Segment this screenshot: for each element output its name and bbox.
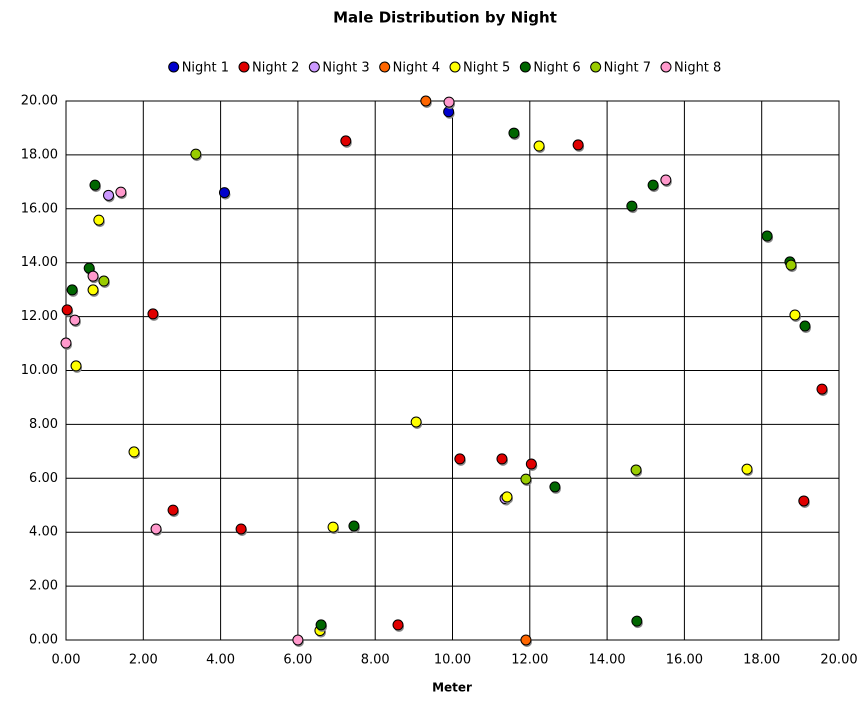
y-tick-label: 0.00 [29,633,58,648]
point [660,174,672,186]
point [60,337,72,349]
point [315,619,327,631]
x-tick-label: 0.00 [52,653,81,668]
point [420,95,432,107]
point [520,473,532,485]
point [93,214,105,226]
point [87,270,99,282]
point [533,140,545,152]
point [631,615,643,627]
legend-marker [238,61,250,73]
point [70,360,82,372]
y-tick-label: 20.00 [21,94,58,109]
y-tick-label: 4.00 [29,525,58,540]
legend-label: Night 4 [393,61,440,76]
x-tick-label: 6.00 [283,653,312,668]
point [520,634,532,646]
point [103,189,115,201]
point [410,416,422,428]
point [785,259,797,271]
legend-marker [308,61,320,73]
legend-label: Night 8 [674,61,721,76]
point [816,383,828,395]
point [496,453,508,465]
point [630,464,642,476]
legend-label: Night 2 [252,61,299,76]
point [292,634,304,646]
y-tick-label: 18.00 [21,147,58,162]
legend-marker [519,61,531,73]
y-tick-label: 14.00 [21,255,58,270]
point [235,523,247,535]
point [789,309,801,321]
x-tick-label: 4.00 [206,653,235,668]
point [572,139,584,151]
legend-label: Night 6 [533,61,580,76]
point [147,308,159,320]
point [167,504,179,516]
x-tick-label: 12.00 [511,653,548,668]
point [348,520,360,532]
point [454,453,466,465]
point [392,619,404,631]
point [525,458,537,470]
legend-label: Night 7 [604,61,651,76]
point [87,284,99,296]
chart-title: Male Distribution by Night [333,9,557,27]
legend-label: Night 3 [322,61,369,76]
x-tick-label: 20.00 [820,653,857,668]
y-tick-label: 6.00 [29,471,58,486]
y-tick-label: 2.00 [29,579,58,594]
point [89,179,101,191]
point [128,446,140,458]
y-tick-label: 12.00 [21,309,58,324]
point [66,284,78,296]
legend-label: Night 5 [463,61,510,76]
point [340,135,352,147]
legend-label: Night 1 [182,61,229,76]
x-tick-label: 8.00 [361,653,390,668]
x-tick-label: 18.00 [743,653,780,668]
point [69,314,81,326]
point [647,179,659,191]
point [508,127,520,139]
point [98,275,110,287]
point [761,230,773,242]
x-tick-label: 16.00 [666,653,703,668]
point [190,148,202,160]
legend-marker [379,61,391,73]
point [443,96,455,108]
point [327,521,339,533]
point [61,304,73,316]
x-tick-label: 10.00 [434,653,471,668]
x-tick-label: 14.00 [588,653,625,668]
point [741,463,753,475]
y-tick-label: 16.00 [21,201,58,216]
x-tick-label: 2.00 [129,653,158,668]
legend-marker [168,61,180,73]
point [150,523,162,535]
legend-marker [449,61,461,73]
point [798,495,810,507]
legend-marker [590,61,602,73]
point [501,491,513,503]
point [115,186,127,198]
y-tick-label: 8.00 [29,417,58,432]
legend-marker [660,61,672,73]
x-axis-title: Meter [432,681,472,695]
point [626,200,638,212]
y-tick-label: 10.00 [21,363,58,378]
point [218,187,230,199]
point [549,481,561,493]
point [799,320,811,332]
